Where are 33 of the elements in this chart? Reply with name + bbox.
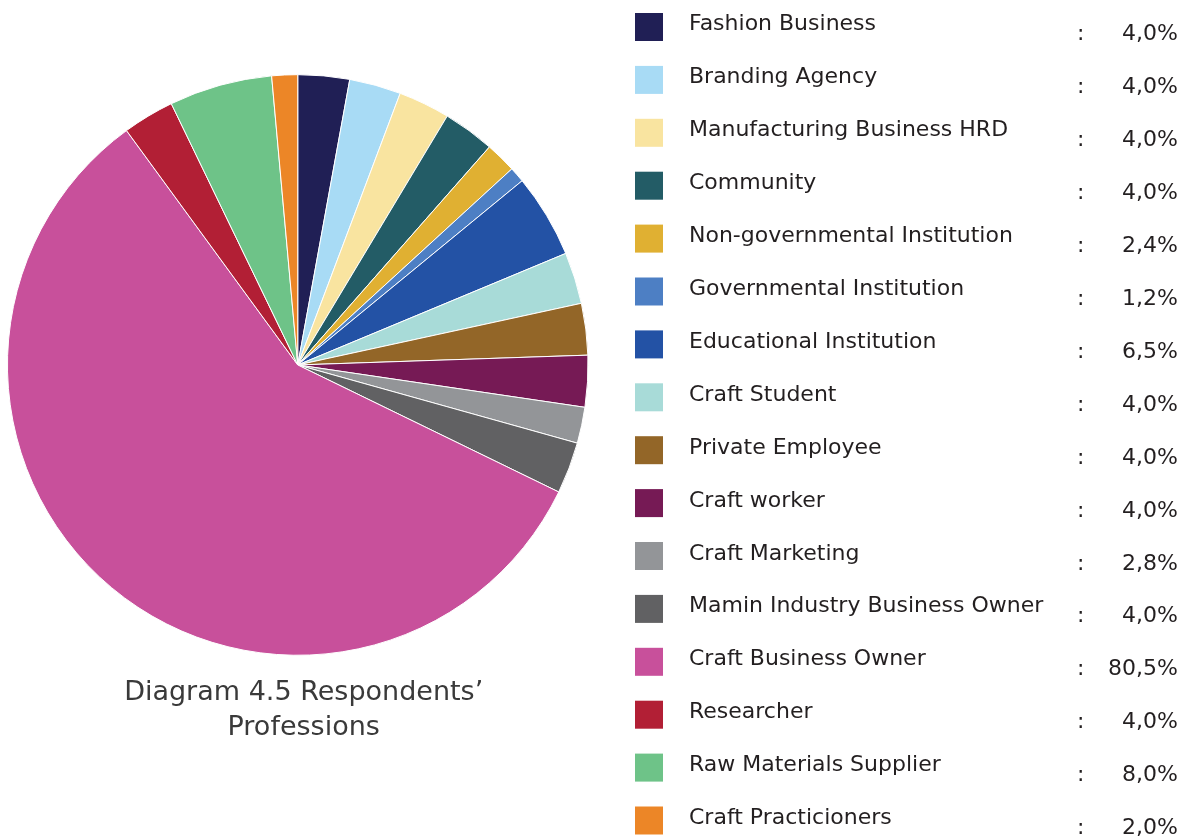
text: : 4,0% bbox=[1077, 126, 1178, 151]
legend-label: Manufacturing Business HRD bbox=[689, 116, 1009, 141]
text: : 2,8% bbox=[1077, 550, 1178, 575]
legend-label: Branding Agency bbox=[689, 63, 878, 88]
legend-label: Researcher bbox=[689, 698, 814, 723]
legend-label: Craft Marketing bbox=[689, 540, 860, 565]
legend-label: Craft Business Owner bbox=[689, 645, 927, 670]
legend-label: Craft Student bbox=[689, 381, 837, 406]
text: : 4,0% bbox=[1077, 602, 1178, 627]
text: Diagram 4.5 Respondents’ Professions bbox=[124, 675, 484, 742]
text: : 2,0% bbox=[1077, 814, 1178, 839]
text: : 1,2% bbox=[1077, 285, 1178, 310]
text: : 4,0% bbox=[1077, 708, 1178, 733]
legend-label: Governmental Institution bbox=[689, 275, 965, 300]
text: : 6,5% bbox=[1077, 338, 1178, 363]
legend-label: Private Employee bbox=[689, 434, 882, 459]
text: : 2,4% bbox=[1077, 232, 1178, 257]
legend-label: Craft Practicioners bbox=[689, 804, 892, 829]
legend-label: Non-governmental Institution bbox=[689, 222, 1013, 247]
text: : 4,0% bbox=[1077, 179, 1178, 204]
text: : 4,0% bbox=[1077, 73, 1178, 98]
text: : 4,0% bbox=[1077, 444, 1178, 469]
data-label: : 80,5% bbox=[1077, 655, 1178, 680]
legend-label: Raw Materials Supplier bbox=[689, 751, 942, 776]
text: : 4,0% bbox=[1077, 20, 1178, 45]
legend-label: Mamin Industry Business Owner bbox=[689, 592, 1045, 617]
legend-label: Community bbox=[689, 169, 817, 194]
legend-label: Fashion Business bbox=[689, 10, 877, 35]
text: : 4,0% bbox=[1077, 391, 1178, 416]
legend-label: Craft worker bbox=[689, 487, 826, 512]
text: : 8,0% bbox=[1077, 761, 1178, 786]
text: : 4,0% bbox=[1077, 497, 1178, 522]
legend-label: Educational Institution bbox=[689, 328, 937, 353]
